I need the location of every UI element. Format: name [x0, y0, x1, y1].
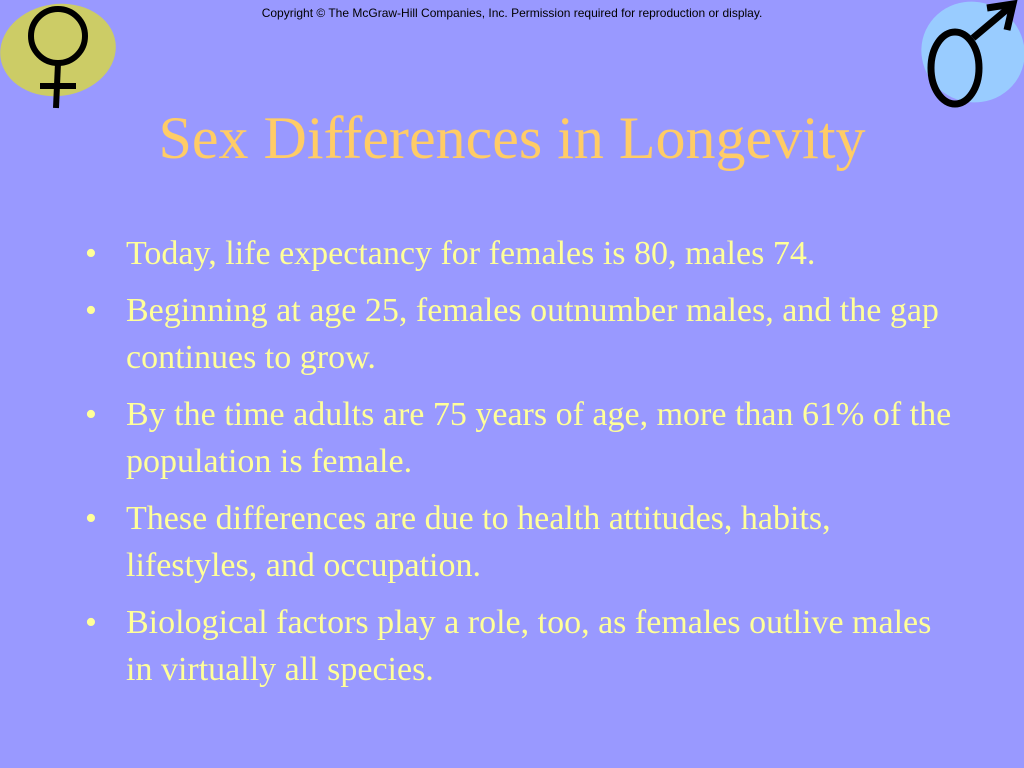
- slide-title: Sex Differences in Longevity: [158, 105, 866, 171]
- bullet-marker: •: [85, 292, 97, 329]
- bullet-text: Beginning at age 25, females outnumber m…: [126, 292, 939, 376]
- bullet-item: • Today, life expectancy for females is …: [85, 230, 965, 277]
- bullet-text: Biological factors play a role, too, as …: [126, 604, 932, 688]
- bullet-list: • Today, life expectancy for females is …: [85, 230, 965, 703]
- bullet-marker: •: [85, 235, 97, 272]
- bullet-text: Today, life expectancy for females is 80…: [126, 235, 816, 272]
- bullet-text: By the time adults are 75 years of age, …: [126, 396, 952, 480]
- bullet-item: • Beginning at age 25, females outnumber…: [85, 287, 965, 381]
- bullet-item: • These differences are due to health at…: [85, 495, 965, 589]
- bullet-marker: •: [85, 396, 97, 433]
- bullet-text: These differences are due to health atti…: [126, 500, 831, 584]
- female-symbol-icon: [0, 3, 116, 109]
- bullet-item: • By the time adults are 75 years of age…: [85, 391, 965, 485]
- copyright-notice: Copyright © The McGraw-Hill Companies, I…: [261, 6, 763, 20]
- bullet-marker: •: [85, 604, 97, 641]
- male-symbol-icon: [921, 0, 1024, 108]
- bullet-item: • Biological factors play a role, too, a…: [85, 599, 965, 693]
- bullet-marker: •: [85, 500, 97, 537]
